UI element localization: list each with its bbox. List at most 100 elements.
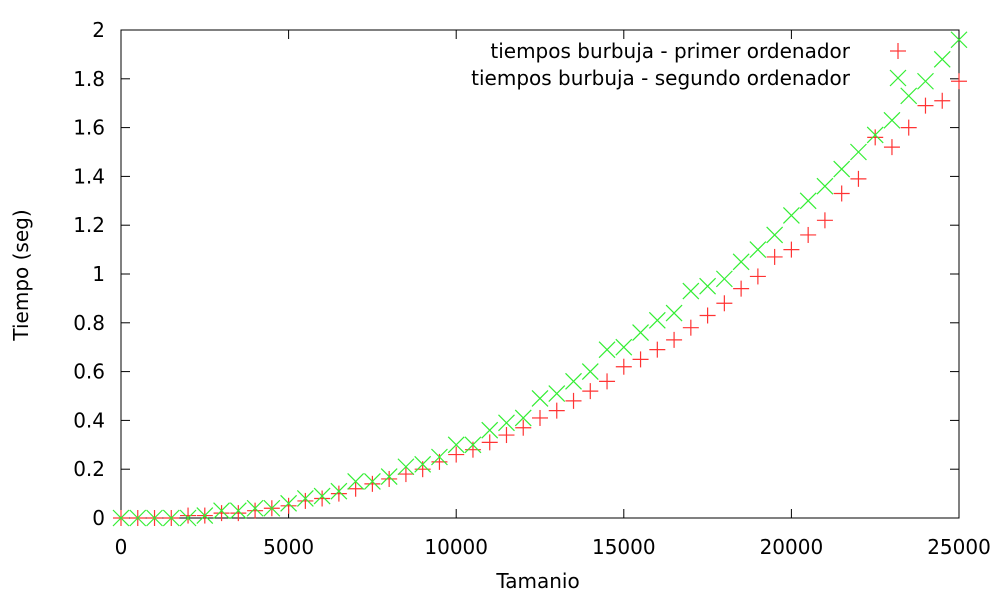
data-point [364, 475, 381, 492]
data-point [515, 419, 532, 436]
axis-ticks: 0 0.2 0.4 0.6 0.8 1 1.2 1.4 1.6 1.8 2 0 5000 10000 150… [73, 18, 991, 559]
x-tick-label: 15000 [592, 535, 656, 559]
data-point [648, 311, 666, 329]
data-point [833, 160, 851, 178]
data-point [900, 119, 917, 136]
x-axis-label: Tamanio [495, 569, 579, 593]
data-point [766, 226, 784, 244]
data-point [582, 383, 599, 400]
legend-label: tiempos burbuja - segundo ordenador [471, 66, 851, 90]
data-point [263, 499, 281, 517]
data-point [598, 341, 616, 359]
series-2 [112, 31, 968, 527]
y-tick-label: 1.2 [73, 213, 105, 237]
data-point [581, 363, 599, 381]
y-tick-label: 0 [92, 506, 105, 530]
data-point [800, 226, 817, 243]
data-point [749, 268, 766, 285]
data-point [447, 436, 465, 454]
data-point [850, 170, 867, 187]
data-point [548, 385, 566, 402]
data-point [347, 480, 364, 497]
y-tick-label: 1.6 [73, 116, 105, 140]
x-tick-label: 5000 [263, 535, 314, 559]
data-point [917, 72, 934, 90]
data-point [866, 126, 884, 144]
series-1 [113, 73, 967, 526]
data-point [448, 446, 465, 463]
data-point [782, 207, 800, 224]
data-point [699, 307, 716, 324]
data-point [481, 421, 499, 439]
data-point [917, 97, 934, 114]
data-point [129, 509, 147, 527]
data-point [498, 414, 515, 432]
data-point [380, 468, 398, 485]
data-point [414, 455, 432, 473]
data-point [632, 351, 649, 368]
data-point [330, 485, 347, 502]
y-tick-label: 0.6 [73, 360, 105, 384]
data-point [162, 509, 180, 527]
data-point [381, 470, 398, 487]
data-point [280, 497, 297, 514]
legend-label: tiempos burbuja - primer ordenador [490, 39, 850, 63]
data-point [933, 50, 951, 68]
data-point [682, 282, 700, 300]
data-point [146, 509, 163, 527]
plot-frame [120, 29, 960, 519]
data-point [112, 509, 130, 527]
data-point [666, 331, 683, 348]
data-point [682, 319, 699, 336]
data-point [565, 392, 582, 409]
data-point [565, 372, 582, 390]
data-point [833, 185, 850, 202]
data-point [951, 73, 967, 90]
data-point [900, 87, 918, 105]
data-point [883, 111, 901, 129]
data-point [314, 490, 331, 507]
data-point [716, 295, 733, 312]
data-point [699, 277, 717, 295]
data-point [313, 487, 331, 505]
data-point [867, 129, 884, 146]
data-point [749, 241, 767, 259]
data-point [196, 507, 214, 524]
data-series [112, 31, 968, 527]
data-point [950, 31, 968, 49]
data-point [816, 177, 834, 195]
data-point [632, 324, 649, 341]
data-point [850, 143, 867, 161]
data-point [246, 499, 264, 517]
data-point [883, 139, 900, 156]
data-point [498, 427, 515, 444]
legend-marker [889, 69, 907, 87]
data-point [330, 482, 348, 500]
data-point [649, 341, 666, 358]
y-tick-label: 0.4 [73, 408, 105, 432]
data-point [615, 358, 632, 375]
data-point [599, 373, 616, 390]
data-point [297, 492, 314, 509]
data-point [213, 502, 230, 520]
y-tick-label: 2 [92, 18, 105, 42]
legend: tiempos burbuja - primer ordenador tiempo… [471, 39, 907, 90]
y-tick-label: 1.4 [73, 164, 105, 188]
data-point [665, 304, 683, 322]
data-point [363, 472, 381, 490]
data-point [732, 253, 750, 271]
y-axis-label: Tiempo (seg) [9, 209, 33, 341]
data-point [397, 466, 414, 483]
data-point [464, 436, 482, 454]
data-point [280, 494, 298, 512]
x-tick-label: 20000 [760, 535, 824, 559]
data-point [532, 409, 548, 426]
data-point [514, 409, 532, 427]
data-point [431, 448, 448, 466]
data-point [766, 248, 783, 265]
data-point [247, 502, 264, 519]
data-point [397, 458, 415, 476]
data-point [799, 192, 817, 210]
data-point [229, 502, 247, 520]
